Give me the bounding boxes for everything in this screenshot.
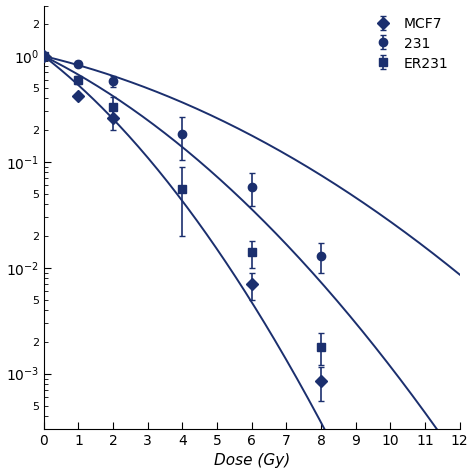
X-axis label: Dose (Gy): Dose (Gy) — [214, 454, 290, 468]
Legend: MCF7, 231, ER231: MCF7, 231, ER231 — [365, 12, 453, 75]
